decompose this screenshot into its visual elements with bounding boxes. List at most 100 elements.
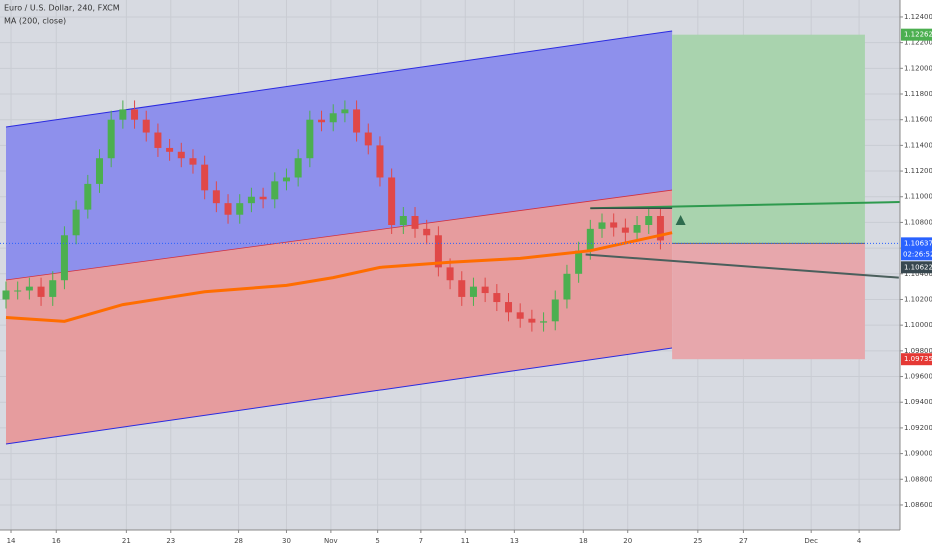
x-tick-label: Nov	[324, 537, 338, 545]
candle-body	[201, 164, 209, 191]
candle-body	[540, 321, 548, 323]
candle-body	[25, 286, 33, 291]
candle-body	[341, 109, 349, 114]
y-tick-label: 1.10000	[904, 321, 932, 329]
candle-body	[376, 145, 384, 178]
x-tick-label: 20	[623, 537, 632, 545]
candle-body	[154, 132, 162, 148]
candle-body	[586, 228, 594, 251]
candle-body	[364, 132, 372, 146]
price-label-box	[901, 28, 932, 41]
chart-title: Euro / U.S. Dollar, 240, FXCM	[4, 4, 120, 13]
y-tick-label: 1.08800	[904, 475, 932, 483]
loss-zone	[672, 243, 865, 360]
candle-body	[388, 177, 396, 225]
candle-body	[563, 273, 571, 300]
y-tick-label: 1.08600	[904, 501, 932, 509]
y-tick-label: 1.11800	[904, 90, 932, 98]
candle-body	[212, 190, 220, 204]
candle-body	[166, 147, 174, 152]
price-label: 1.09735	[904, 355, 932, 363]
candle-body	[224, 203, 232, 215]
x-tick-label: 5	[375, 537, 379, 545]
time-axis	[0, 530, 932, 550]
candle-body	[551, 299, 559, 322]
y-tick-label: 1.12000	[904, 64, 932, 72]
price-label: 1.12262	[904, 31, 932, 39]
candle-body	[318, 119, 326, 123]
y-tick-label: 1.12400	[904, 13, 932, 21]
candle-body	[621, 227, 629, 233]
x-tick-label: 4	[857, 537, 862, 545]
x-tick-label: 25	[693, 537, 702, 545]
candle-body	[493, 293, 501, 303]
y-tick-label: 1.11400	[904, 141, 932, 149]
candle-body	[633, 224, 641, 233]
y-tick-label: 1.10400	[904, 270, 932, 278]
candle-body	[247, 196, 255, 204]
candle-body	[60, 235, 68, 281]
candle-body	[189, 158, 197, 165]
candle-body	[259, 196, 267, 200]
candle-body	[107, 119, 115, 159]
channel-lower-zone	[6, 190, 673, 444]
candle-body	[72, 209, 80, 236]
candle-body	[434, 235, 442, 268]
candle-body	[177, 151, 185, 159]
candle-body	[236, 203, 244, 215]
up-arrow	[675, 214, 686, 225]
candle-body	[306, 119, 314, 159]
price-label-box	[901, 261, 932, 274]
trend-line	[590, 200, 906, 210]
y-tick-label: 1.12200	[904, 39, 932, 47]
candle-body	[2, 290, 10, 300]
y-tick-label: 1.11000	[904, 193, 932, 201]
y-tick-label: 1.10800	[904, 218, 932, 226]
candle-body	[131, 109, 139, 120]
countdown-box	[901, 248, 932, 261]
candle-body	[516, 312, 524, 319]
y-tick-label: 1.09200	[904, 424, 932, 432]
channel-lower-line	[5, 347, 673, 445]
candle-body	[411, 216, 419, 229]
candle-body	[505, 302, 513, 313]
candle-body	[282, 177, 290, 182]
candle-body	[446, 267, 454, 281]
y-tick-label: 1.09000	[904, 450, 932, 458]
candle-body	[271, 181, 279, 200]
price-label-box	[901, 353, 932, 366]
trend-line	[585, 253, 899, 279]
moving-average	[5, 231, 673, 323]
plot-layer	[0, 0, 906, 530]
candle-body	[481, 286, 489, 294]
y-tick-label: 1.11600	[904, 116, 932, 124]
x-tick-label: 30	[282, 537, 291, 545]
candle-body	[598, 222, 606, 229]
candle-body	[142, 119, 150, 133]
candle-body	[469, 286, 477, 297]
x-tick-label: 14	[7, 537, 16, 545]
channel-upper-line	[5, 30, 673, 128]
candle-body	[399, 216, 407, 225]
price-axis	[900, 0, 932, 550]
indicator-legend: MA (200, close)	[4, 17, 66, 26]
price-label: 1.10637	[904, 239, 932, 247]
candle-body	[95, 158, 103, 184]
candle-body	[84, 183, 92, 210]
candle-body	[14, 290, 22, 292]
candle-body	[528, 318, 536, 323]
y-tick-label: 1.09400	[904, 398, 932, 406]
y-tick-label: 1.09600	[904, 373, 932, 381]
x-tick-label: 7	[419, 537, 423, 545]
candle-body	[575, 250, 583, 274]
candle-body	[329, 113, 337, 123]
candle-body	[49, 280, 57, 297]
channel-middle-line	[5, 189, 673, 281]
x-tick-label: 11	[461, 537, 470, 545]
countdown: 02:26:52	[903, 250, 932, 258]
candle-body	[458, 280, 466, 297]
x-tick-label: 13	[510, 537, 519, 545]
candle-body	[294, 158, 302, 178]
x-tick-label: 21	[122, 537, 131, 545]
